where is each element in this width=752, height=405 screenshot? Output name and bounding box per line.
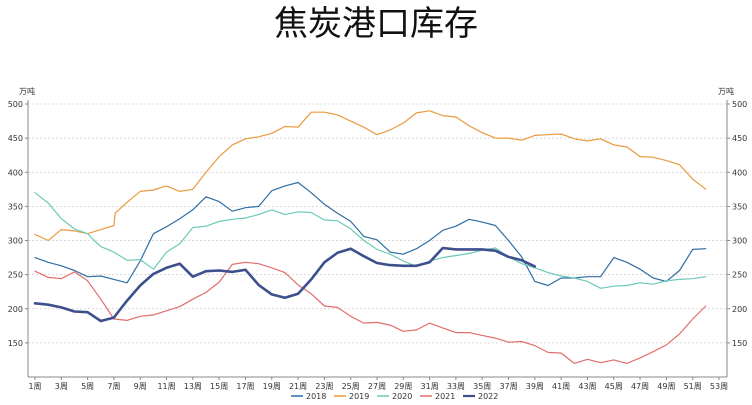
xtick-label: 21周: [289, 382, 307, 391]
xtick-label: 53周: [710, 382, 728, 391]
y-ticks-left: 150 200 250 300 350 400 450 500: [8, 100, 28, 348]
ytick-label-left: 350: [8, 202, 23, 211]
gridlines: [28, 103, 727, 344]
xtick-label: 1周: [28, 382, 41, 391]
xtick-label: 19周: [263, 382, 281, 391]
xtick-label: 15周: [210, 382, 228, 391]
xtick-label: 43周: [578, 382, 596, 391]
right-unit-label: 万吨: [718, 86, 734, 96]
xtick-label: 9周: [134, 382, 147, 391]
xtick-label: 17周: [236, 382, 254, 391]
series-line-2019: [34, 110, 707, 242]
xtick-label: 39周: [526, 382, 544, 391]
xtick-label: 23周: [315, 382, 333, 391]
xtick-label: 11周: [157, 382, 175, 391]
ytick-label-right: 250: [732, 271, 747, 280]
x-ticks: 1周 3周 5周 7周 9周 11周 13周 15周 17周 19周 21周 23周 25周 27周 29周…: [28, 377, 728, 391]
xtick-label: 45周: [605, 382, 623, 391]
xtick-label: 3周: [55, 382, 68, 391]
ytick-label-left: 500: [8, 100, 23, 109]
legend-label-2022: 2022: [478, 392, 498, 401]
xtick-label: 25周: [342, 382, 360, 391]
xtick-label: 5周: [81, 382, 94, 391]
axes: 万吨 万吨: [19, 86, 734, 378]
ytick-label-right: 300: [732, 237, 747, 246]
legend-label-2018: 2018: [306, 392, 326, 401]
ytick-label-right: 450: [732, 134, 747, 143]
xtick-label: 33周: [447, 382, 465, 391]
xtick-label: 31周: [421, 382, 439, 391]
xtick-label: 7周: [107, 382, 120, 391]
ytick-label-right: 200: [732, 305, 747, 314]
ytick-label-left: 150: [8, 339, 23, 348]
xtick-label: 49周: [657, 382, 675, 391]
ytick-label-left: 400: [8, 168, 23, 177]
legend-label-2019: 2019: [349, 392, 369, 401]
series-line-2021: [34, 261, 707, 364]
ytick-label-right: 500: [732, 100, 747, 109]
ytick-label-right: 400: [732, 168, 747, 177]
series-line-2018: [34, 181, 707, 287]
ytick-label-left: 300: [8, 237, 23, 246]
y-ticks-right: 150 200 250 300 350 400 450 500: [727, 100, 747, 348]
xtick-label: 29周: [394, 382, 412, 391]
series-lines: [33, 110, 707, 364]
ytick-label-left: 200: [8, 305, 23, 314]
ytick-label-right: 150: [732, 339, 747, 348]
xtick-label: 47周: [631, 382, 649, 391]
left-unit-label: 万吨: [19, 86, 35, 96]
xtick-label: 37周: [499, 382, 517, 391]
ytick-label-left: 450: [8, 134, 23, 143]
xtick-label: 51周: [684, 382, 702, 391]
ytick-label-left: 250: [8, 271, 23, 280]
xtick-label: 27周: [368, 382, 386, 391]
xtick-label: 35周: [473, 382, 491, 391]
legend-label-2021: 2021: [435, 392, 455, 401]
xtick-label: 41周: [552, 382, 570, 391]
series-line-2020: [34, 192, 707, 289]
xtick-label: 13周: [184, 382, 202, 391]
legend-label-2020: 2020: [392, 392, 412, 401]
series-line-2022: [33, 246, 537, 323]
ytick-label-right: 350: [732, 202, 747, 211]
chart-title: 焦炭港口库存: [274, 4, 478, 44]
legend: 2018 2019 2020 2021 2022: [291, 392, 498, 401]
